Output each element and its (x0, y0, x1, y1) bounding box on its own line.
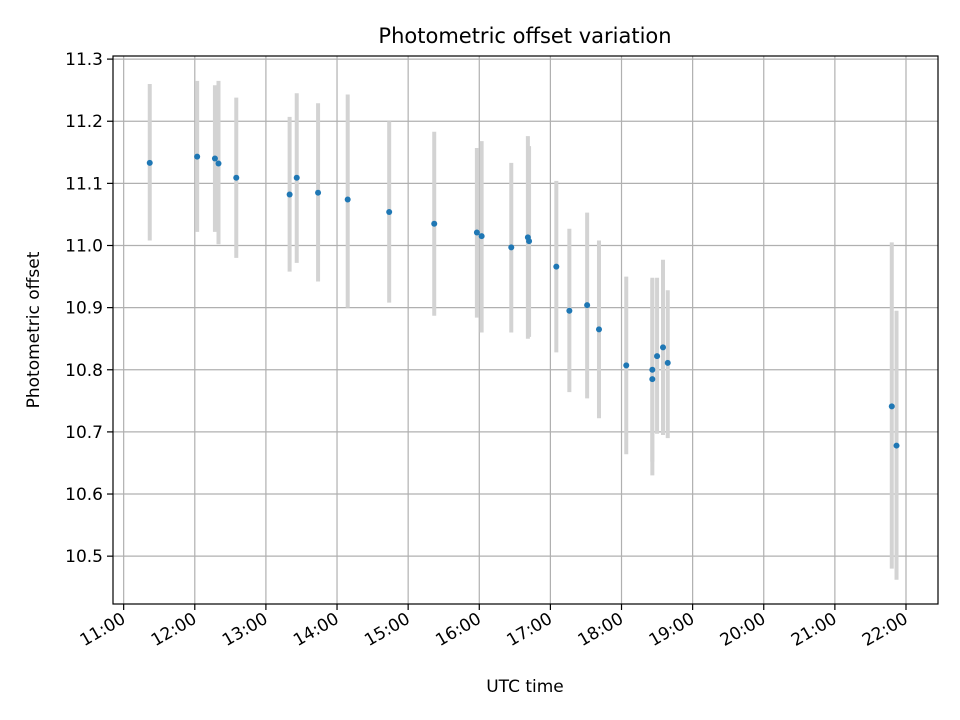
data-point (431, 220, 438, 227)
y-axis-label: Photometric offset (24, 251, 44, 408)
y-tick-label: 11.3 (65, 50, 103, 70)
data-point (526, 238, 533, 245)
data-point (553, 263, 560, 270)
data-point (508, 244, 515, 251)
plot-frame (112, 55, 939, 605)
data-point (478, 233, 485, 240)
data-point (566, 307, 573, 314)
data-point (660, 344, 666, 351)
data-point (146, 159, 153, 166)
data-point (293, 174, 300, 181)
data-point (473, 229, 480, 236)
y-tick-label: 11.2 (65, 112, 103, 132)
grid (113, 56, 938, 604)
x-axis-label: UTC time (486, 677, 564, 697)
y-tick-label: 10.9 (65, 299, 103, 319)
data-point (649, 366, 656, 373)
data-point (215, 160, 222, 167)
data-points (146, 153, 900, 449)
y-tick-label: 10.6 (65, 485, 103, 505)
data-point (649, 376, 656, 383)
data-point (315, 189, 322, 196)
data-point (893, 442, 900, 449)
data-point (386, 208, 393, 215)
data-point (211, 155, 218, 162)
y-tick-label: 11.1 (65, 174, 103, 194)
chart-title: Photometric offset variation (378, 24, 671, 48)
data-point (654, 353, 661, 360)
data-point (623, 362, 630, 369)
y-tick-label: 11.0 (65, 237, 103, 257)
data-point (233, 174, 240, 181)
data-point (584, 302, 591, 309)
data-point (888, 403, 895, 410)
data-point (664, 359, 671, 366)
data-point (344, 196, 351, 203)
y-tick-label: 10.8 (65, 361, 103, 381)
data-point (595, 326, 602, 333)
y-tick-label: 10.7 (65, 423, 103, 443)
y-tick-label: 10.5 (65, 547, 103, 567)
data-point (286, 191, 293, 198)
y-axis: 10.5 10.6 10.7 10.8 10.9 11.0 11.1 11.2 11.3 (65, 50, 113, 567)
data-point (194, 153, 201, 160)
